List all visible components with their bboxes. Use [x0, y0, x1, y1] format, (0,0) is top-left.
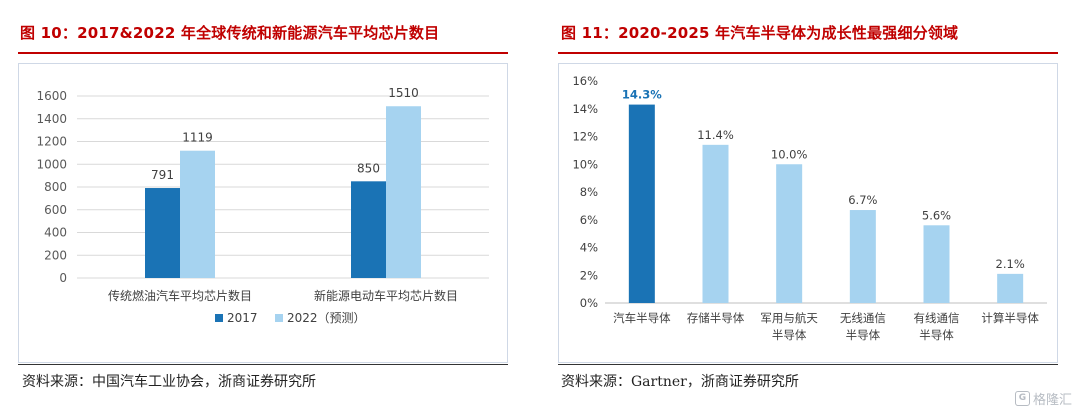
y-tick-label: 10%	[572, 157, 598, 171]
y-tick-label: 0	[59, 271, 67, 285]
y-tick-label: 16%	[572, 74, 598, 88]
data-label: 14.3%	[622, 88, 662, 102]
y-tick-label: 600	[44, 203, 67, 217]
y-tick-label: 800	[44, 180, 67, 194]
bar	[145, 188, 180, 278]
y-tick-label: 2%	[580, 268, 598, 282]
x-tick-label: 半导体	[772, 328, 807, 342]
bar	[386, 106, 421, 278]
right-source-rule	[558, 364, 1058, 365]
left-figure: 图 10：2017&2022 年全球传统和新能源汽车平均芯片数目 0 200 400…	[0, 0, 512, 412]
bar	[776, 164, 803, 303]
watermark: G 格隆汇	[1014, 389, 1072, 408]
legend-swatch	[215, 314, 223, 322]
left-chart-frame: 0 200 400 600 800 1000 1200 1400 1600 791 1119 传统燃油…	[18, 63, 508, 363]
y-tick-label: 8%	[580, 185, 598, 199]
right-title-rule	[558, 52, 1058, 54]
y-tick-label: 14%	[572, 102, 598, 116]
data-label: 6.7%	[848, 193, 877, 207]
left-bar-chart: 0 200 400 600 800 1000 1200 1400 1600 791 1119 传统燃油…	[36, 86, 489, 325]
bar	[923, 225, 950, 303]
left-source-note: 资料来源：中国汽车工业协会，浙商证券研究所	[22, 374, 316, 390]
x-tick-label: 传统燃油汽车平均芯片数目	[108, 288, 252, 303]
x-tick-label: 汽车半导体	[613, 311, 671, 325]
y-tick-label: 1600	[36, 89, 67, 103]
data-label: 11.4%	[697, 128, 734, 142]
y-tick-label: 6%	[580, 213, 598, 227]
x-tick-label: 新能源电动车平均芯片数目	[314, 288, 458, 303]
x-tick-label: 半导体	[919, 328, 954, 342]
legend-swatch	[275, 314, 283, 322]
y-tick-label: 1200	[36, 135, 67, 149]
y-tick-label: 1000	[36, 157, 67, 171]
left-title-rule	[18, 52, 508, 54]
right-bar-chart: 0% 2% 4% 6% 8% 10% 12% 14% 16% 14.3% 汽车半导体 11.4% 存储半…	[572, 74, 1047, 342]
data-label: 5.6%	[922, 208, 951, 222]
data-label: 10.0%	[771, 147, 808, 161]
x-tick-label: 无线通信	[840, 311, 886, 325]
left-figure-title: 图 10：2017&2022 年全球传统和新能源汽车平均芯片数目	[20, 24, 440, 42]
y-tick-label: 4%	[580, 241, 598, 255]
y-tick-label: 0%	[580, 296, 598, 310]
left-source-rule	[18, 364, 508, 365]
y-tick-label: 400	[44, 226, 67, 240]
x-tick-label: 半导体	[846, 328, 881, 342]
right-source-note: 资料来源：Gartner，浙商证券研究所	[561, 374, 799, 390]
y-tick-label: 12%	[572, 130, 598, 144]
right-figure: 图 11：2020-2025 年汽车半导体为成长性最强细分领域 0% 2% 4% 6%…	[558, 0, 1080, 412]
x-tick-label: 存储半导体	[687, 311, 745, 325]
legend-label: 2022（预测）	[287, 311, 366, 325]
x-tick-label: 有线通信	[914, 311, 960, 325]
legend-label: 2017	[227, 311, 258, 325]
bar	[351, 181, 386, 278]
bar	[997, 273, 1024, 303]
data-label: 1119	[182, 131, 213, 145]
y-tick-label: 200	[44, 248, 67, 262]
bar	[702, 144, 729, 303]
data-label: 2.1%	[996, 257, 1025, 271]
watermark-text: 格隆汇	[1032, 393, 1072, 408]
bar	[849, 210, 876, 303]
bar	[180, 150, 215, 278]
right-chart-frame: 0% 2% 4% 6% 8% 10% 12% 14% 16% 14.3% 汽车半导体 11.4% 存储半…	[558, 63, 1058, 363]
y-tick-label: 1400	[36, 112, 67, 126]
bar	[628, 104, 655, 304]
data-label: 1510	[388, 86, 419, 100]
right-figure-title: 图 11：2020-2025 年汽车半导体为成长性最强细分领域	[561, 24, 959, 42]
g-logo-icon: G	[1014, 391, 1030, 406]
data-label: 791	[151, 168, 174, 182]
x-tick-label: 军用与航天	[760, 311, 818, 325]
x-tick-label: 计算半导体	[981, 311, 1039, 325]
data-label: 850	[357, 161, 380, 175]
